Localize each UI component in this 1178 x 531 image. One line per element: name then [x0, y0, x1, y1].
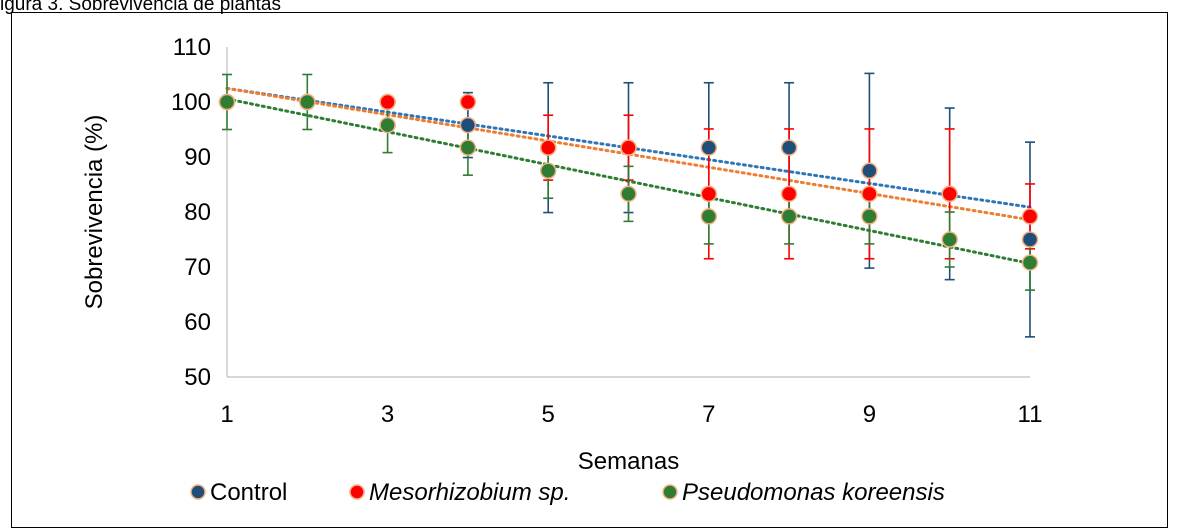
y-axis-title: Sobrevivencia (%) — [81, 115, 108, 310]
data-point — [459, 116, 477, 134]
data-point — [1021, 208, 1039, 225]
x-tick-label: 11 — [1018, 401, 1043, 428]
error-bars — [222, 72, 1035, 338]
x-tick-label: 3 — [381, 401, 394, 428]
figure-caption: igura 3. Sobrevivencia de plantas — [0, 0, 281, 15]
y-tick-label: 90 — [184, 144, 211, 171]
legend-label: Control — [210, 479, 287, 506]
x-tick-label: 7 — [702, 401, 715, 428]
data-point — [941, 185, 958, 203]
data-point — [620, 185, 637, 203]
legend-label: Pseudomonas koreensis — [682, 479, 945, 506]
data-point — [700, 208, 718, 225]
legend: Control Mesorhizobium sp. Pseudomonas kore… — [190, 479, 945, 506]
data-points — [218, 93, 1039, 271]
legend-marker — [349, 484, 365, 500]
data-point — [218, 93, 236, 111]
y-tick-label: 70 — [184, 254, 211, 281]
data-point — [379, 93, 396, 111]
chart-frame — [11, 12, 1168, 528]
data-point — [780, 139, 798, 156]
y-tick-labels: 50 60 70 80 90 100 110 — [171, 34, 211, 391]
data-point — [861, 185, 878, 203]
data-point — [539, 162, 557, 179]
data-point — [941, 231, 958, 248]
y-tick-label: 60 — [184, 309, 211, 336]
data-point — [861, 162, 878, 179]
data-point — [299, 93, 316, 111]
x-tick-label: 5 — [542, 401, 555, 428]
data-point — [700, 139, 718, 156]
data-point — [379, 116, 396, 134]
data-point — [459, 93, 477, 111]
data-point — [780, 185, 798, 203]
trendline — [225, 86, 1032, 209]
data-point — [780, 208, 798, 225]
data-point — [861, 208, 878, 225]
legend-label: Mesorhizobium sp. — [369, 479, 570, 506]
data-point — [1021, 254, 1039, 271]
y-tick-label: 110 — [173, 34, 211, 61]
y-tick-label: 50 — [184, 364, 211, 391]
data-point — [620, 139, 637, 156]
data-point — [539, 139, 557, 156]
data-point — [700, 185, 718, 203]
legend-marker — [662, 484, 678, 500]
x-tick-label: 1 — [220, 401, 233, 428]
x-tick-labels: 1 3 5 7 9 11 — [220, 401, 1042, 428]
y-tick-label: 80 — [184, 199, 211, 226]
data-point — [1021, 231, 1039, 248]
y-tick-label: 100 — [171, 89, 211, 116]
x-axis-title: Semanas — [578, 448, 679, 475]
data-point — [459, 139, 477, 156]
legend-marker — [190, 484, 206, 500]
x-tick-label: 9 — [863, 401, 876, 428]
